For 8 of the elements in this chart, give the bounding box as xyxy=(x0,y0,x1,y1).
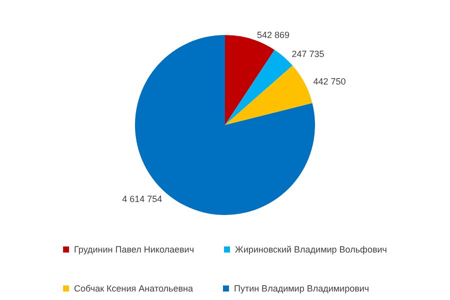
data-label: 442 750 xyxy=(313,76,346,86)
legend-label: Грудинин Павел Николаевич xyxy=(74,244,194,254)
legend-label: Собчак Ксения Анатольевна xyxy=(74,284,193,294)
data-label: 4 614 754 xyxy=(122,194,162,204)
legend-label: Жириновский Владимир Вольфович xyxy=(235,244,388,254)
legend-label: Путин Владимир Владимирович xyxy=(234,284,370,294)
data-label: 247 735 xyxy=(292,49,324,60)
data-label: 542 869 xyxy=(257,30,290,40)
